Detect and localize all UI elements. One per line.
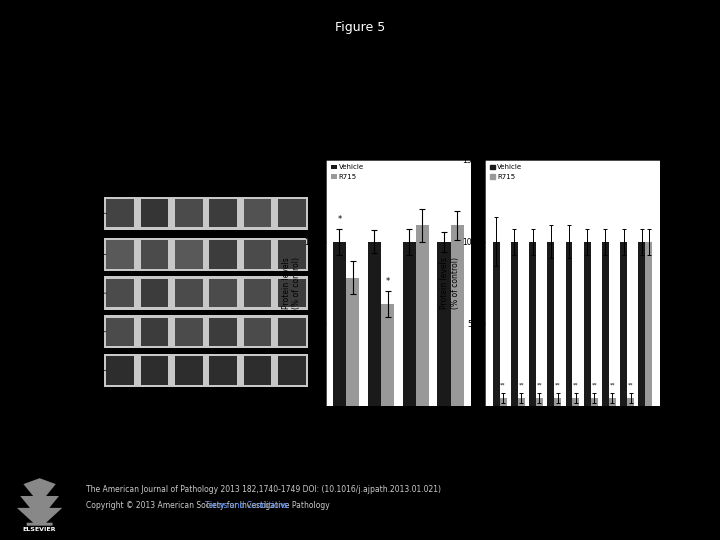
Bar (547, 242, 554, 406)
Bar (609, 398, 616, 406)
Bar (175, 318, 202, 346)
Bar (106, 199, 134, 227)
Text: ELSEVIER: ELSEVIER (23, 527, 56, 532)
Bar (565, 242, 572, 406)
Bar (492, 242, 500, 406)
Bar (140, 240, 168, 268)
Bar (140, 318, 168, 346)
Bar (639, 242, 645, 406)
Bar (500, 398, 507, 406)
Text: **: ** (573, 383, 579, 388)
Text: GAPDH: GAPDH (76, 368, 99, 373)
Bar (104, 354, 307, 387)
Bar (590, 398, 598, 406)
Bar (244, 279, 271, 307)
Text: **: ** (591, 383, 597, 388)
Text: **: ** (518, 383, 524, 388)
Bar (511, 242, 518, 406)
Text: *: * (385, 277, 390, 286)
Text: R715: R715 (223, 144, 236, 159)
Text: **: ** (500, 383, 506, 388)
Bar (244, 199, 271, 227)
Bar (104, 315, 307, 348)
Bar (536, 398, 543, 406)
Bar (381, 304, 395, 406)
Text: LXR: LXR (86, 291, 99, 295)
Bar (278, 240, 306, 268)
Bar (210, 199, 237, 227)
Text: MMP-9: MMP-9 (78, 211, 99, 216)
Bar (278, 318, 306, 346)
Bar (518, 398, 525, 406)
Bar (210, 279, 237, 307)
Bar (104, 238, 307, 271)
Bar (244, 318, 271, 346)
Polygon shape (17, 478, 63, 526)
Bar (140, 279, 168, 307)
Bar (572, 398, 580, 406)
Bar (278, 279, 306, 307)
Text: PPARγ: PPARγ (79, 329, 99, 334)
Bar (627, 398, 634, 406)
Text: Copyright © 2013 American Society for Investigative Pathology: Copyright © 2013 American Society for In… (86, 501, 333, 510)
Bar (175, 279, 202, 307)
Text: C: C (453, 142, 462, 152)
Bar (278, 199, 306, 227)
Bar (104, 197, 307, 230)
Text: A: A (104, 158, 113, 168)
Bar (529, 242, 536, 406)
Bar (368, 242, 381, 406)
Bar (210, 318, 237, 346)
Bar (140, 356, 168, 384)
Bar (106, 240, 134, 268)
Bar (416, 225, 429, 406)
Bar (175, 240, 202, 268)
Bar (333, 242, 346, 406)
Bar (278, 356, 306, 384)
Y-axis label: Protein levels
(% of control): Protein levels (% of control) (282, 257, 301, 309)
Bar (244, 240, 271, 268)
Text: R715: R715 (292, 144, 305, 159)
Text: Figure 5: Figure 5 (335, 21, 385, 33)
Bar (210, 240, 237, 268)
Legend: Vehicle, R715: Vehicle, R715 (330, 163, 365, 181)
Text: B: B (294, 142, 303, 152)
Bar (346, 278, 359, 406)
Text: Vehicle: Vehicle (189, 138, 206, 159)
Text: *: * (337, 215, 341, 224)
Text: **: ** (536, 383, 542, 388)
Bar (620, 242, 627, 406)
Text: Vehicle: Vehicle (258, 138, 274, 159)
Y-axis label: Protein levels
(% of control): Protein levels (% of control) (441, 257, 460, 309)
Bar (106, 356, 134, 384)
Bar (584, 242, 590, 406)
Bar (104, 276, 307, 310)
Bar (602, 242, 609, 406)
Bar (175, 199, 202, 227)
Text: R715: R715 (154, 144, 168, 159)
Text: **: ** (555, 383, 560, 388)
Text: **: ** (610, 383, 615, 388)
Bar (451, 225, 464, 406)
Bar (106, 318, 134, 346)
Bar (402, 242, 416, 406)
Text: Vehicle: Vehicle (120, 138, 137, 159)
Bar (210, 356, 237, 384)
Text: **: ** (628, 383, 634, 388)
Legend: Vehicle, R715: Vehicle, R715 (488, 163, 523, 181)
Bar (554, 398, 561, 406)
Bar (645, 242, 652, 406)
Bar (140, 199, 168, 227)
Text: The American Journal of Pathology 2013 182,1740-1749 DOI: (10.1016/j.ajpath.2013: The American Journal of Pathology 2013 1… (86, 485, 441, 494)
Text: Terms and Conditions: Terms and Conditions (204, 501, 287, 510)
Text: p-p65 NF-κB: p-p65 NF-κB (60, 252, 99, 257)
Bar (106, 279, 134, 307)
Bar (244, 356, 271, 384)
Bar (175, 356, 202, 384)
Bar (438, 242, 451, 406)
